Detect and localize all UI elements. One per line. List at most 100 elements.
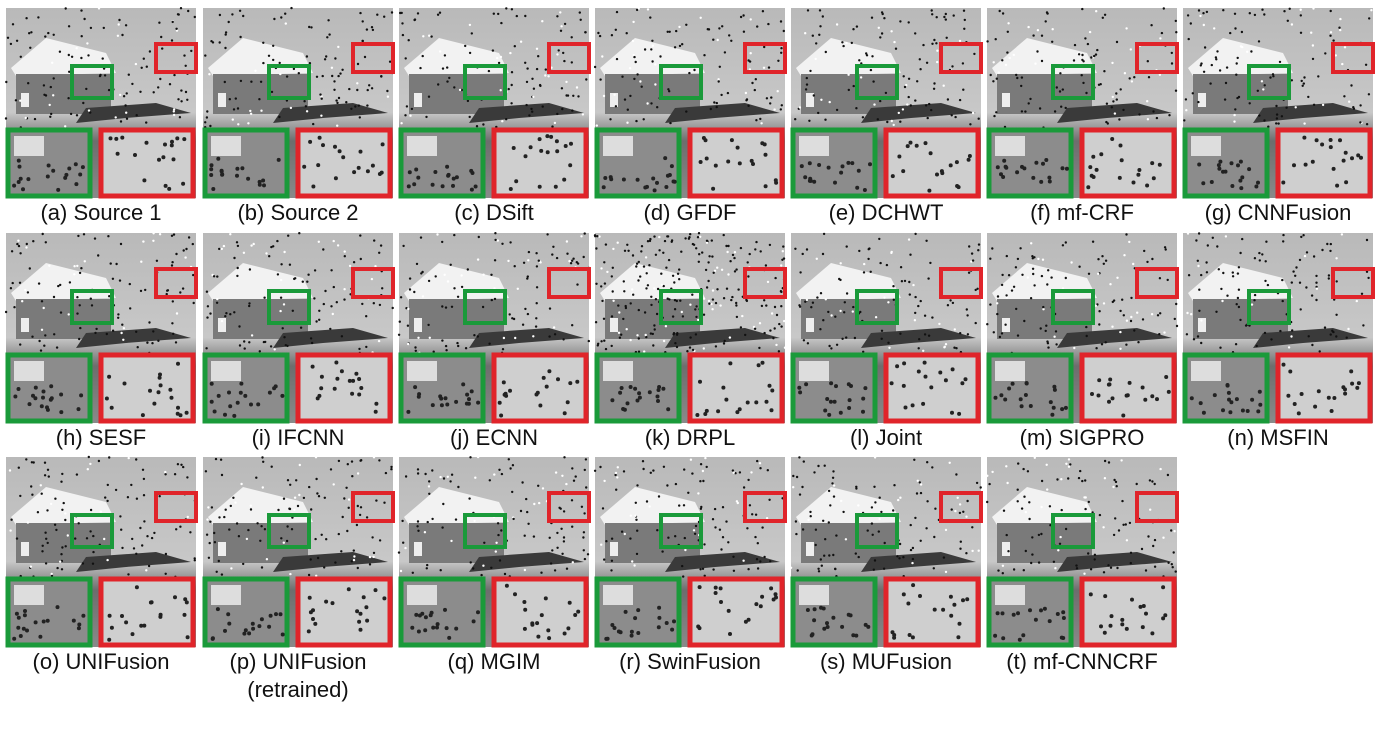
noise [1046,340,1048,342]
noise [627,250,629,252]
noise [110,262,112,264]
noise [866,625,870,629]
noise [521,481,523,483]
noise [351,560,353,562]
noise [672,315,674,317]
noise [1038,561,1040,563]
noise [746,401,750,405]
noise [1002,12,1004,14]
noise [874,456,876,458]
noise [206,518,208,520]
noise [85,88,87,90]
noise [685,24,687,26]
noise [727,273,729,275]
panel [1183,7,1373,198]
noise [556,53,558,55]
noise [583,549,585,551]
noise [49,384,53,388]
noise [1081,54,1083,56]
noise [300,327,302,329]
noise [477,456,479,458]
noise [545,134,549,138]
noise [357,393,361,397]
noise [1200,274,1202,276]
noise [711,255,713,257]
noise [164,471,166,473]
noise [1224,98,1226,100]
noise [883,296,885,298]
noise [158,376,162,380]
noise [563,540,565,542]
noise [1259,259,1261,261]
noise [19,100,21,102]
noise [40,484,42,486]
noise [183,613,187,617]
noise [687,492,689,494]
noise [346,530,348,532]
noise [451,474,453,476]
noise [959,332,961,334]
noise [253,243,255,245]
noise [759,322,761,324]
noise [602,185,606,189]
noise [536,635,540,639]
noise [1241,409,1245,413]
noise [446,80,448,82]
noise [92,563,94,565]
noise [861,410,865,414]
noise [139,527,141,529]
noise [874,501,876,503]
noise [806,77,808,79]
noise [916,80,918,82]
noise [769,329,771,331]
noise [609,177,613,181]
noise [842,45,844,47]
noise [1338,27,1340,29]
noise [1203,71,1205,73]
noise [723,342,725,344]
noise [1110,614,1114,618]
noise [657,625,661,629]
noise [359,12,361,14]
noise [1023,569,1025,571]
noise [320,115,322,117]
noise [1020,404,1024,408]
noise [807,342,809,344]
noise [262,42,264,44]
noise [673,332,675,334]
noise [1108,461,1110,463]
noise [204,54,206,56]
noise [602,507,604,509]
noise [225,312,227,314]
noise [651,40,653,42]
noise [1200,64,1202,66]
noise [1192,92,1194,94]
noise [665,267,667,269]
noise [1073,59,1075,61]
noise [216,298,218,300]
noise [34,118,36,120]
noise [123,95,125,97]
noise [103,538,105,540]
noise [1228,410,1232,414]
noise [1277,122,1279,124]
noise [830,314,832,316]
noise [902,556,904,558]
noise [187,516,189,518]
noise [1031,176,1035,180]
noise [571,109,573,111]
noise [691,294,693,296]
noise [61,509,63,511]
noise [257,624,261,628]
noise [1254,14,1256,16]
noise [1343,95,1345,97]
noise [210,163,214,167]
noise [699,236,701,238]
noise [1142,318,1144,320]
noise [454,627,458,631]
noise [12,282,14,284]
noise [960,541,962,543]
noise [629,67,631,69]
noise [638,309,640,311]
noise [1329,145,1333,149]
